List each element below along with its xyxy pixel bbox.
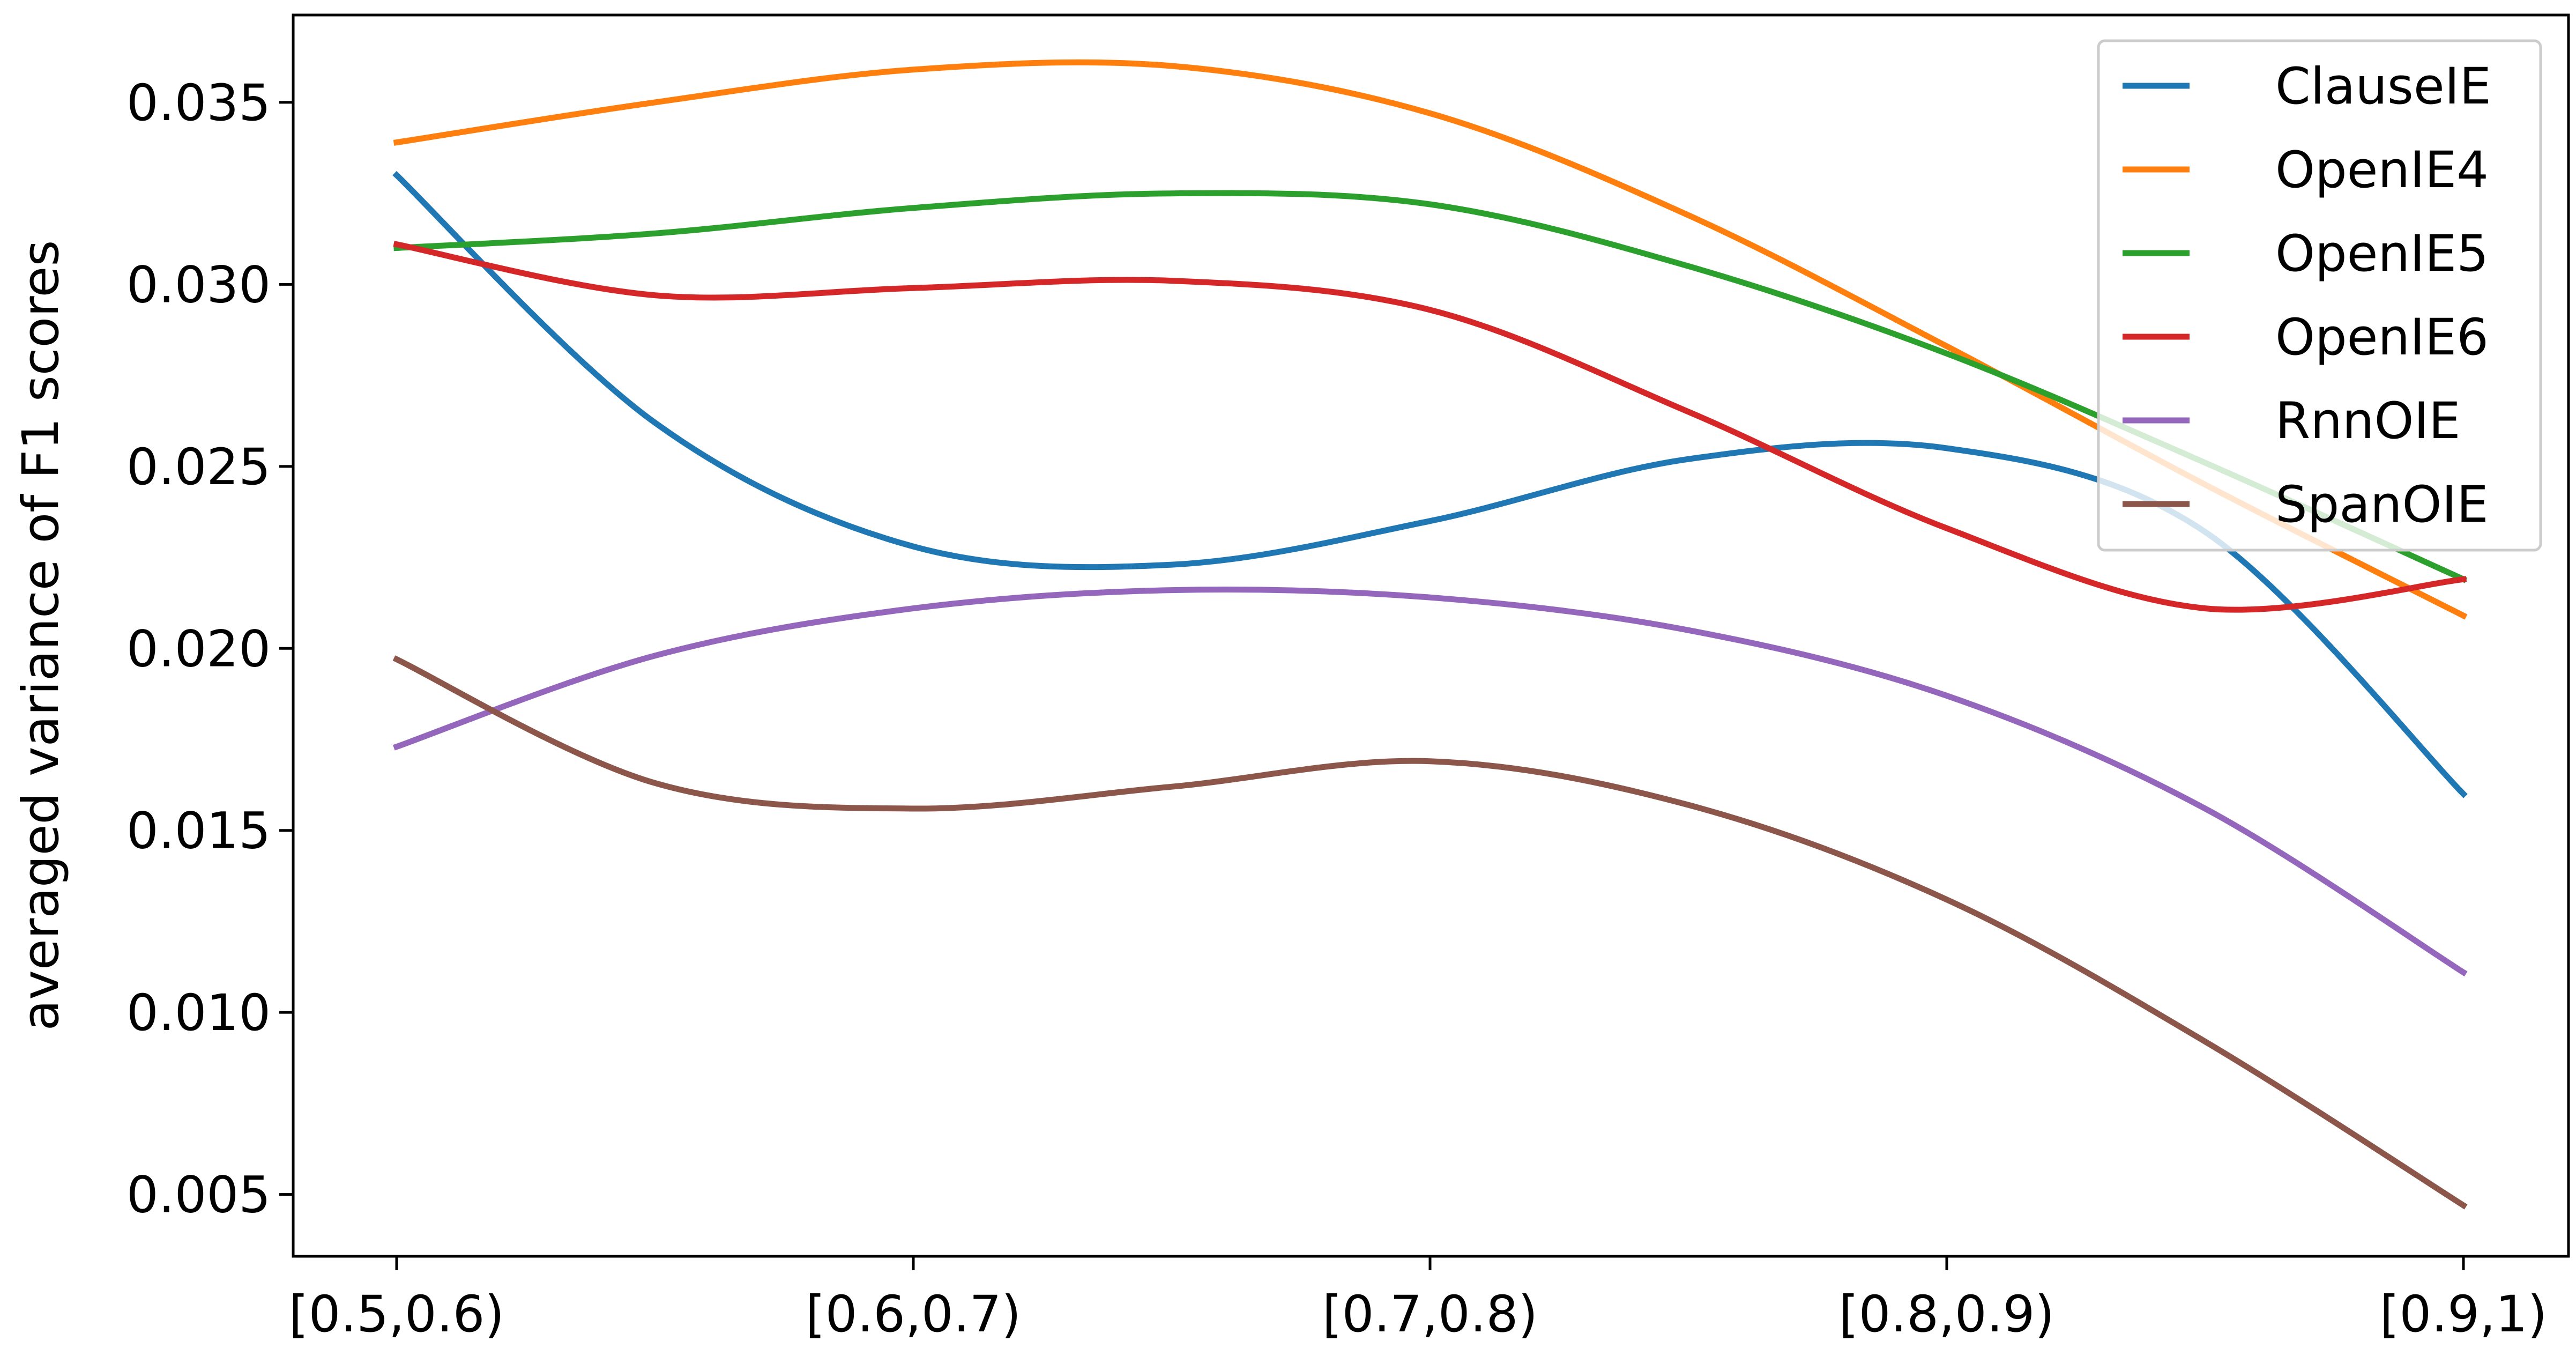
x-tick-label: [0.5,0.6): [289, 1285, 504, 1344]
y-axis: 0.005 0.010 0.015 0.020 0.025 0.030 0.035: [126, 74, 293, 1225]
legend-label: OpenIE5: [2275, 225, 2489, 283]
legend-label: SpanOIE: [2275, 476, 2489, 534]
y-tick-label: 0.010: [126, 984, 271, 1042]
y-axis-label: averaged variance of F1 scores: [12, 240, 70, 1031]
series-line-openie6: [393, 241, 2467, 613]
legend: ClauseIE OpenIE4 OpenIE5 OpenIE6 RnnOIE SpanO…: [2097, 39, 2542, 552]
series-line-rnnoie: [392, 587, 2468, 977]
x-tick-label: [0.6,0.7): [806, 1285, 1021, 1344]
x-tick-label: [0.7,0.8): [1322, 1285, 1538, 1344]
y-tick-label: 0.035: [126, 74, 271, 132]
series-layer: [392, 59, 2468, 1210]
legend-label: OpenIE4: [2275, 141, 2489, 199]
y-tick-label: 0.005: [126, 1166, 271, 1225]
legend-box: [2097, 39, 2542, 552]
legend-label: RnnOIE: [2275, 392, 2461, 450]
y-tick-label: 0.025: [126, 438, 271, 497]
y-tick-label: 0.020: [126, 620, 271, 678]
x-tick-label: [0.8,0.9): [1839, 1285, 2054, 1344]
legend-label: OpenIE6: [2275, 308, 2489, 367]
y-tick-label: 0.030: [126, 256, 271, 314]
x-tick-label: [0.9,1): [2380, 1285, 2548, 1344]
x-axis: [0.5,0.6) [0.6,0.7) [0.7,0.8) [0.8,0.9) [0.9…: [289, 1256, 2547, 1344]
y-tick-label: 0.015: [126, 802, 271, 861]
legend-label: ClauseIE: [2275, 57, 2491, 116]
series-line-spanoie: [392, 655, 2468, 1210]
